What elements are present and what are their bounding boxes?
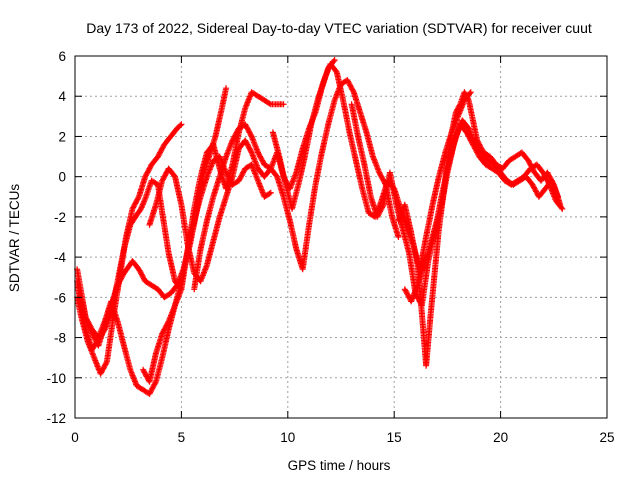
tick-labels: 0 5 10 15 20 25 -12 -10 -8 -6 -4 -2 0 2 4 6 (46, 49, 614, 445)
data-point (555, 193, 562, 200)
data-point (152, 380, 159, 387)
y-tick-label: -12 (46, 411, 66, 426)
plot-frame (74, 55, 608, 419)
x-tick-label: 20 (493, 430, 508, 445)
data-point (178, 121, 185, 128)
y-tick-label: 4 (58, 89, 66, 104)
data-point (280, 101, 287, 108)
x-tick-label: 15 (387, 430, 402, 445)
y-tick-label: -4 (54, 250, 66, 265)
y-tick-label: -8 (54, 331, 66, 346)
x-tick-label: 10 (280, 430, 295, 445)
axis-ticks (74, 55, 608, 419)
series-arc-10 (395, 89, 564, 369)
series-arc-8 (269, 61, 474, 273)
chart-title: Day 173 of 2022, Sidereal Day-to-day VTE… (86, 20, 592, 36)
y-axis-label: SDTVAR / TECUs (7, 184, 22, 293)
data-point (456, 102, 463, 109)
data-point (532, 187, 539, 194)
y-tick-label: -6 (54, 290, 66, 305)
data-point (101, 362, 108, 369)
data-point (135, 195, 142, 202)
y-tick-label: -10 (46, 371, 66, 386)
x-tick-label: 25 (599, 430, 614, 445)
y-tick-label: 0 (58, 170, 66, 185)
data-point (559, 205, 566, 212)
data-point (266, 190, 273, 197)
y-tick-label: 2 (58, 129, 66, 144)
x-axis-label: GPS time / hours (288, 458, 391, 473)
data-point (177, 122, 184, 129)
data-point (558, 204, 565, 211)
data-point (267, 189, 274, 196)
data-point (557, 201, 564, 208)
data-points (74, 57, 566, 397)
data-point (247, 148, 254, 155)
data-point (247, 132, 254, 139)
data-point (266, 100, 273, 107)
x-tick-label: 5 (178, 430, 186, 445)
series-arc-11 (401, 117, 562, 305)
y-tick-label: 6 (58, 49, 66, 64)
series-arc-6 (146, 57, 338, 285)
data-point (103, 360, 110, 366)
series-arc-3 (74, 121, 185, 377)
data-point (395, 234, 402, 240)
data-point (330, 58, 337, 65)
data-point (467, 89, 474, 96)
data-point (332, 67, 339, 74)
data-point (527, 161, 534, 168)
data-point (350, 87, 357, 94)
data-point (223, 85, 230, 92)
data-point (331, 57, 338, 64)
data-point (164, 319, 171, 326)
series-arc-7 (191, 77, 402, 293)
y-tick-label: -2 (54, 210, 66, 225)
x-tick-label: 0 (71, 430, 79, 445)
data-point (465, 95, 471, 102)
